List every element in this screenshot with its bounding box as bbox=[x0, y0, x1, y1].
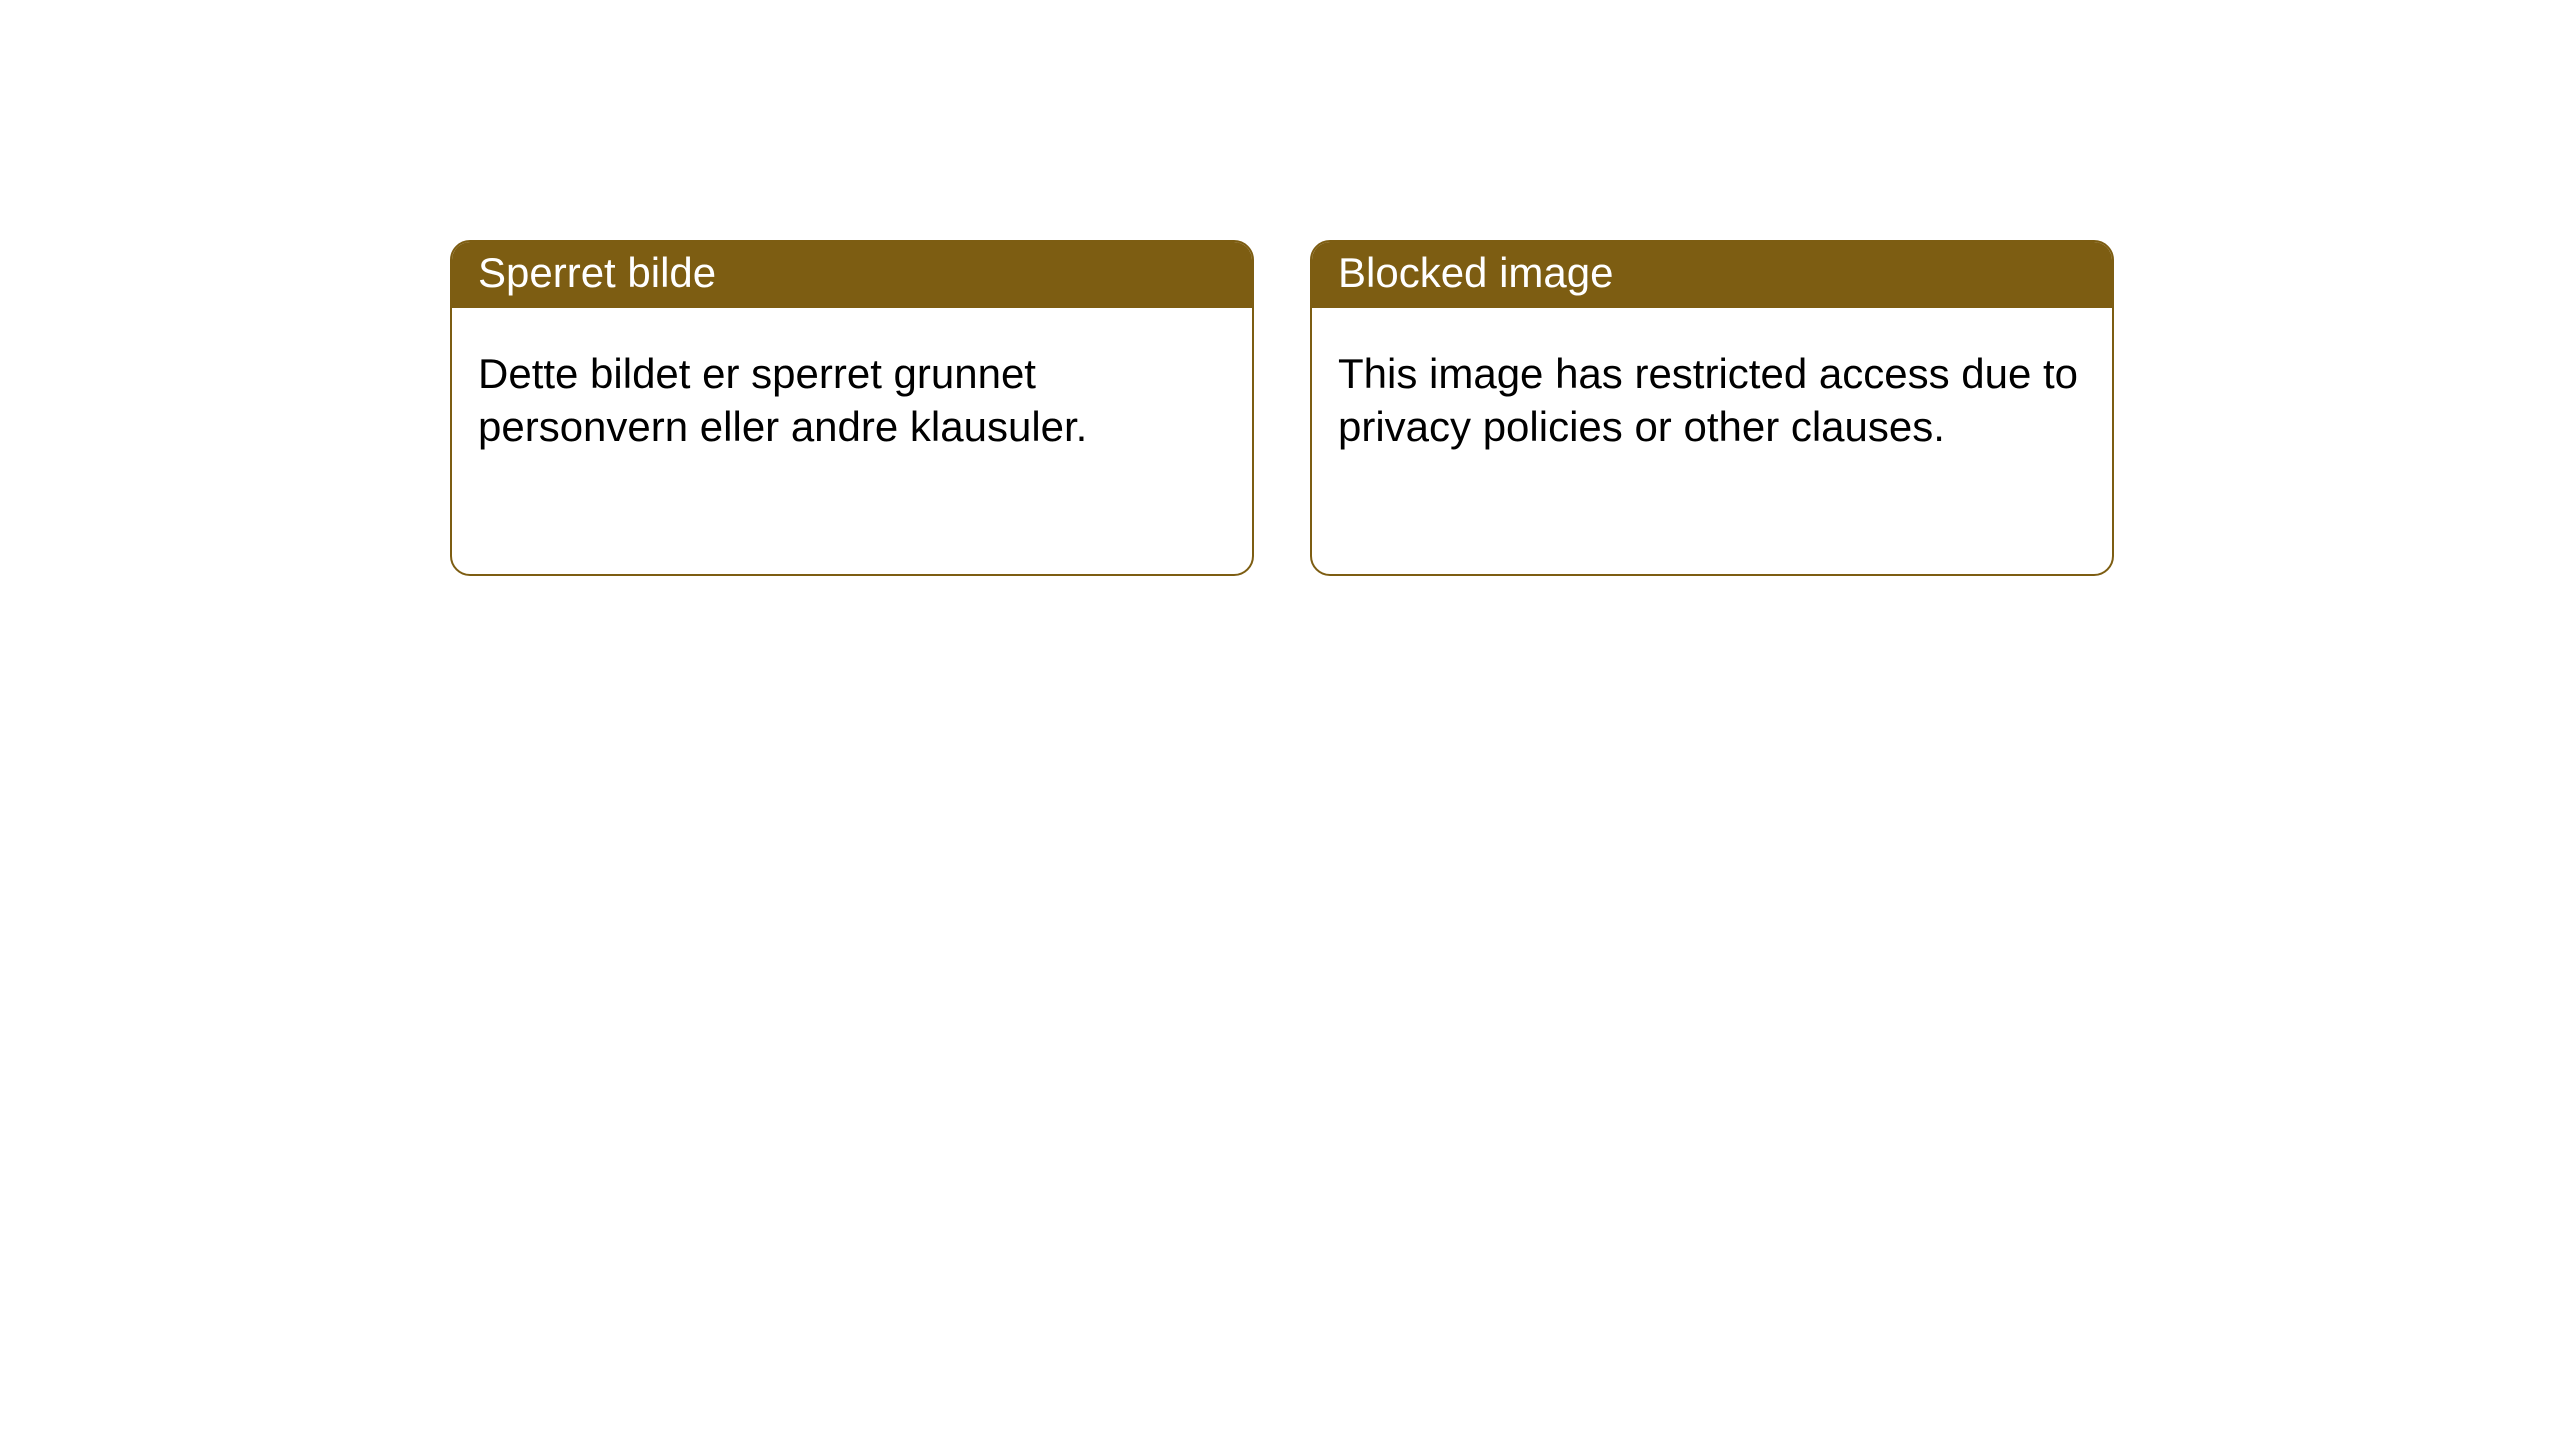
notice-box-norwegian: Sperret bilde Dette bildet er sperret gr… bbox=[450, 240, 1254, 576]
notice-title-norwegian: Sperret bilde bbox=[452, 242, 1252, 308]
notice-title-english: Blocked image bbox=[1312, 242, 2112, 308]
notice-message-norwegian: Dette bildet er sperret grunnet personve… bbox=[452, 308, 1252, 479]
notice-box-english: Blocked image This image has restricted … bbox=[1310, 240, 2114, 576]
notice-message-english: This image has restricted access due to … bbox=[1312, 308, 2112, 479]
notice-container: Sperret bilde Dette bildet er sperret gr… bbox=[450, 240, 2560, 576]
